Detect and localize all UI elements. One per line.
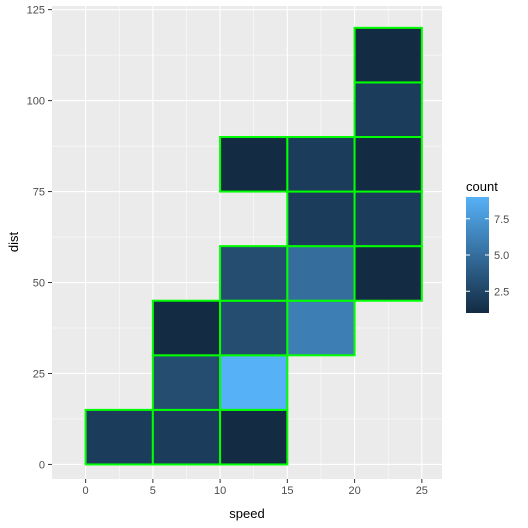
x-tick-label: 0	[83, 485, 89, 497]
x-axis: 0 5 10 15 20 25	[83, 479, 428, 497]
heatmap-tile	[286, 135, 356, 193]
x-tick-label: 5	[150, 485, 156, 497]
heatmap-tile	[219, 354, 289, 411]
heatmap-tile	[151, 408, 222, 466]
heatmap-tile	[219, 408, 289, 466]
heatmap-tile	[353, 26, 423, 84]
heatmap-tiles	[84, 26, 423, 466]
heatmap-tile	[84, 408, 154, 466]
y-tick-label: 25	[33, 368, 45, 380]
heatmap-tile	[219, 245, 289, 302]
heatmap-tile	[353, 245, 423, 302]
y-axis: 0 25 50 75 100 125	[27, 5, 52, 471]
heatmap-tile	[286, 190, 356, 248]
heatmap-tile	[353, 81, 423, 138]
x-axis-title: speed	[229, 506, 264, 521]
legend-break-label: 2.5	[494, 286, 509, 298]
x-tick-label: 15	[281, 485, 293, 497]
heatmap-tile	[219, 135, 289, 193]
legend-breaks: 2.5 5.0 7.5	[466, 214, 509, 298]
y-tick-label: 75	[33, 187, 45, 199]
heatmap-tile	[151, 299, 222, 357]
heatmap-tile	[286, 299, 356, 357]
y-tick-label: 0	[39, 459, 45, 471]
legend-break-label: 5.0	[494, 250, 509, 262]
x-tick-label: 20	[348, 485, 360, 497]
y-axis-title: dist	[6, 231, 21, 252]
heatmap-tile	[151, 354, 222, 411]
x-tick-label: 10	[214, 485, 226, 497]
heatmap-tile	[353, 190, 423, 248]
y-tick-label: 125	[27, 5, 45, 17]
legend-title: count	[466, 179, 498, 194]
x-tick-label: 25	[416, 485, 428, 497]
y-tick-label: 50	[33, 278, 45, 290]
legend-colorbar	[466, 197, 489, 313]
heatmap-tile	[219, 299, 289, 357]
y-tick-label: 100	[27, 96, 45, 108]
legend: count 2.5 5.0 7.5	[466, 179, 509, 313]
heatmap-tile	[286, 245, 356, 302]
legend-break-label: 7.5	[494, 214, 509, 226]
heatmap-tile	[353, 135, 423, 193]
